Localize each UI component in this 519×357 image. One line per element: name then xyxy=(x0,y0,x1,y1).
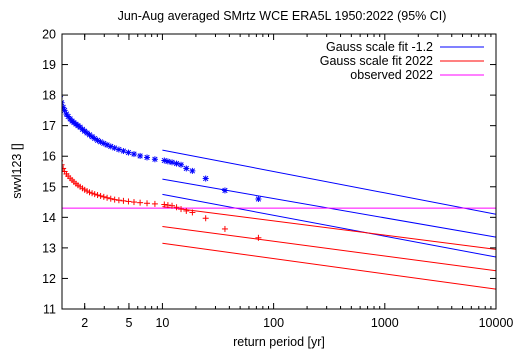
plus-point xyxy=(189,209,196,216)
x-tick-label: 100 xyxy=(263,316,284,330)
y-axis-label: swvl123 [] xyxy=(10,143,24,199)
star-point xyxy=(144,154,151,161)
legend-label: Gauss scale fit 2022 xyxy=(320,54,433,68)
plus-point xyxy=(144,200,151,207)
legend-label: Gauss scale fit -1.2 xyxy=(326,40,433,54)
star-point xyxy=(55,88,61,94)
plus-point xyxy=(89,190,96,197)
star-point xyxy=(53,74,59,80)
x-axis-label: return period [yr] xyxy=(233,335,325,349)
star-point xyxy=(120,148,127,155)
plus-point xyxy=(111,196,118,203)
plus-point xyxy=(62,165,67,172)
plus-point xyxy=(86,189,93,196)
star-point xyxy=(169,159,176,166)
star-point xyxy=(202,175,209,182)
y-tick-label: 13 xyxy=(42,241,56,255)
x-tick-label: 10000 xyxy=(479,316,514,330)
plus-point xyxy=(130,199,137,206)
fit-line-1-lower xyxy=(162,242,496,290)
fit-line-0-upper xyxy=(162,149,496,215)
x-tick-label: 10 xyxy=(155,316,169,330)
plus-point xyxy=(151,200,158,207)
axes-layer: 11 12 13 14 15 16 17 18 19 20 2 5 10 100 1000 10000 xyxy=(42,28,513,331)
y-tick-label: 14 xyxy=(42,211,56,225)
star-point xyxy=(54,81,60,87)
plus-point xyxy=(173,204,180,211)
plus-point xyxy=(183,207,190,214)
fit-line-1-central xyxy=(162,226,496,272)
star-point xyxy=(62,99,65,106)
chart-title: Jun-Aug averaged SMrtz WCE ERA5L 1950:20… xyxy=(118,9,447,23)
x-tick-label: 2 xyxy=(81,316,88,330)
plus-point xyxy=(164,202,171,209)
plus-point xyxy=(53,139,59,145)
plus-point xyxy=(97,192,104,199)
star-point xyxy=(125,149,132,156)
y-tick-label: 15 xyxy=(42,180,56,194)
plus-point xyxy=(94,192,101,199)
y-tick-label: 17 xyxy=(42,119,56,133)
plus-point xyxy=(137,199,144,206)
star-point xyxy=(151,156,158,163)
plus-point xyxy=(120,197,127,204)
star-point xyxy=(255,196,262,202)
plus-point xyxy=(91,191,98,198)
plus-point xyxy=(115,197,122,204)
star-point xyxy=(221,187,228,194)
fit-bands xyxy=(162,149,496,290)
legend-label: observed 2022 xyxy=(350,68,433,82)
x-tick-label: 1000 xyxy=(371,316,399,330)
star-point xyxy=(183,165,190,172)
plus-point xyxy=(107,195,114,202)
plus-point xyxy=(100,193,107,200)
plus-point xyxy=(62,161,65,168)
plot-frame xyxy=(61,33,497,310)
x-tick-label: 5 xyxy=(125,316,132,330)
star-point xyxy=(164,158,171,165)
plus-point xyxy=(221,225,228,232)
y-tick-label: 19 xyxy=(42,58,56,72)
plus-point xyxy=(161,201,168,208)
plus-point xyxy=(49,110,55,116)
star-point xyxy=(189,167,196,174)
fit-line-1-upper xyxy=(162,206,496,250)
plus-point xyxy=(125,198,132,205)
plus-point xyxy=(104,194,111,201)
y-tick-label: 16 xyxy=(42,150,56,164)
plus-point xyxy=(202,215,209,222)
plus-point xyxy=(55,153,61,159)
plus-point xyxy=(169,202,176,209)
y-tick-label: 18 xyxy=(42,89,56,103)
star-point xyxy=(137,152,144,159)
star-point xyxy=(50,46,56,52)
y-tick-label: 11 xyxy=(43,303,56,317)
star-point xyxy=(130,151,137,158)
fit-line-0-lower xyxy=(162,193,496,258)
star-point xyxy=(178,161,185,168)
star-point xyxy=(173,160,180,167)
points-layer xyxy=(49,46,262,241)
y-tick-label: 12 xyxy=(42,272,56,286)
y-tick-label: 20 xyxy=(42,28,56,42)
star-point xyxy=(115,146,122,153)
plus-point xyxy=(255,234,262,241)
plus-point xyxy=(178,206,185,213)
